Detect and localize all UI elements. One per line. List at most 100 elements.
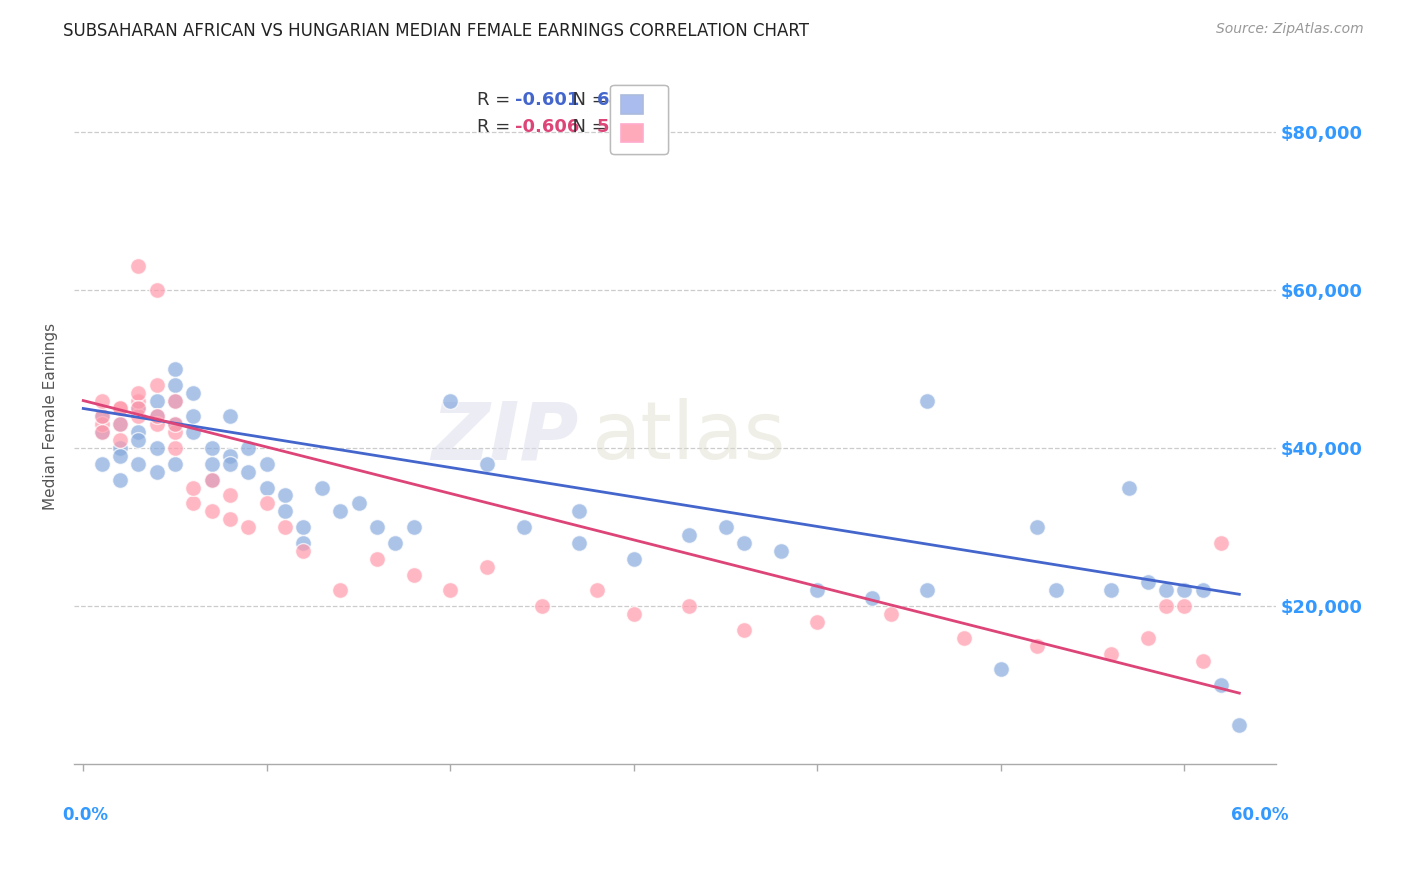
Point [145, 393, 167, 408]
Point [990, 662, 1012, 676]
Point [879, 607, 901, 621]
Point [623, 551, 645, 566]
Point [292, 543, 315, 558]
Point [127, 385, 149, 400]
Point [292, 520, 315, 534]
Point [1154, 599, 1177, 614]
Point [219, 409, 242, 424]
Point [917, 393, 939, 408]
Point [219, 449, 242, 463]
Point [163, 441, 186, 455]
Text: -0.601: -0.601 [515, 91, 579, 109]
Text: R =: R = [477, 91, 516, 109]
Point [733, 623, 755, 637]
Point [1209, 678, 1232, 692]
Point [512, 520, 534, 534]
Point [90, 393, 112, 408]
Point [108, 417, 131, 432]
Point [108, 417, 131, 432]
Point [183, 481, 205, 495]
Point [108, 401, 131, 416]
Legend: , : , [610, 85, 668, 154]
Point [183, 425, 205, 440]
Point [238, 441, 260, 455]
Point [568, 504, 591, 518]
Point [384, 536, 406, 550]
Point [127, 409, 149, 424]
Point [953, 631, 976, 645]
Point [586, 583, 609, 598]
Text: Source: ZipAtlas.com: Source: ZipAtlas.com [1216, 22, 1364, 37]
Point [1136, 575, 1159, 590]
Text: -0.606: -0.606 [515, 118, 579, 136]
Text: 60.0%: 60.0% [1230, 806, 1288, 824]
Point [127, 433, 149, 447]
Point [90, 409, 112, 424]
Point [806, 583, 828, 598]
Point [1173, 599, 1195, 614]
Point [90, 457, 112, 471]
Point [145, 417, 167, 432]
Point [623, 607, 645, 621]
Point [127, 401, 149, 416]
Point [1026, 639, 1049, 653]
Point [201, 473, 224, 487]
Point [201, 441, 224, 455]
Point [292, 536, 315, 550]
Point [90, 425, 112, 440]
Point [860, 591, 883, 606]
Point [274, 520, 297, 534]
Point [1099, 583, 1122, 598]
Point [108, 473, 131, 487]
Point [439, 583, 461, 598]
Point [1191, 583, 1213, 598]
Point [733, 536, 755, 550]
Point [127, 401, 149, 416]
Point [366, 520, 388, 534]
Point [127, 259, 149, 273]
Point [1191, 655, 1213, 669]
Point [917, 583, 939, 598]
Point [145, 441, 167, 455]
Point [163, 425, 186, 440]
Point [475, 457, 498, 471]
Point [201, 473, 224, 487]
Point [163, 417, 186, 432]
Point [311, 481, 333, 495]
Point [183, 385, 205, 400]
Point [1136, 631, 1159, 645]
Point [678, 528, 700, 542]
Point [329, 504, 352, 518]
Text: 51: 51 [598, 118, 621, 136]
Point [145, 409, 167, 424]
Point [1173, 583, 1195, 598]
Text: 0.0%: 0.0% [62, 806, 108, 824]
Point [402, 520, 425, 534]
Point [183, 496, 205, 510]
Point [219, 512, 242, 526]
Point [568, 536, 591, 550]
Point [127, 457, 149, 471]
Point [183, 409, 205, 424]
Point [475, 559, 498, 574]
Point [238, 520, 260, 534]
Point [145, 409, 167, 424]
Point [127, 425, 149, 440]
Point [1227, 717, 1250, 731]
Point [108, 433, 131, 447]
Point [256, 457, 278, 471]
Point [201, 457, 224, 471]
Text: N =: N = [561, 118, 613, 136]
Point [238, 465, 260, 479]
Point [256, 481, 278, 495]
Point [108, 441, 131, 455]
Point [678, 599, 700, 614]
Point [145, 465, 167, 479]
Point [163, 393, 186, 408]
Point [256, 496, 278, 510]
Point [1026, 520, 1049, 534]
Point [806, 615, 828, 629]
Point [769, 543, 792, 558]
Point [163, 417, 186, 432]
Text: SUBSAHARAN AFRICAN VS HUNGARIAN MEDIAN FEMALE EARNINGS CORRELATION CHART: SUBSAHARAN AFRICAN VS HUNGARIAN MEDIAN F… [63, 22, 810, 40]
